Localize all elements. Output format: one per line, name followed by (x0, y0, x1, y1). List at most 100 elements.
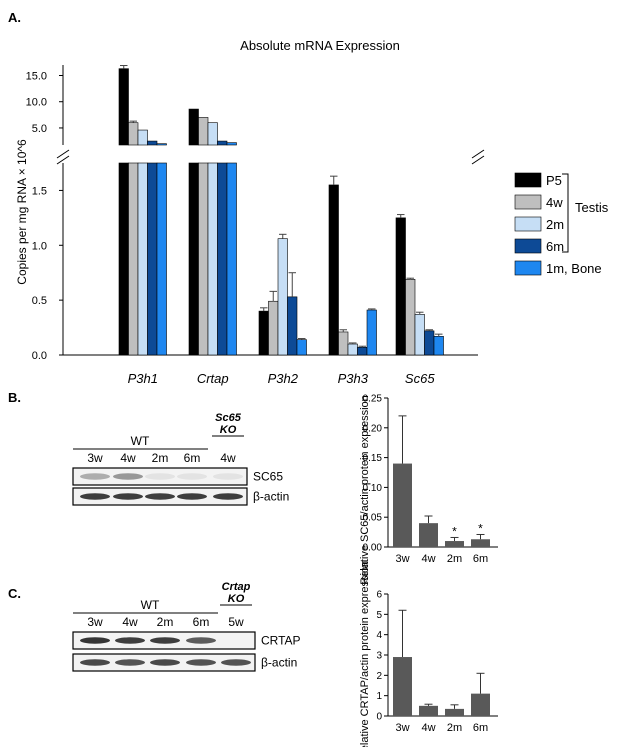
chart-b: 0.00 0.05 0.10 0.15 0.20 0.25 3w 4w 2m * 6m * (363, 394, 498, 565)
bar (226, 142, 237, 146)
y-tick-label: 0.05 (363, 513, 383, 524)
bar (277, 238, 288, 356)
y-tick-label: 15.0 (26, 70, 47, 82)
chart-a: 0.0 0.5 1.0 1.5 5.0 10.0 15.0 P3h1 Crtap P3h2 P3h3… (26, 65, 485, 386)
y-tick-label: 5.0 (32, 123, 47, 135)
x-tick-label: Crtap (197, 371, 229, 386)
blot-lane-label: 2m (157, 615, 174, 629)
bar (347, 343, 358, 356)
bar (137, 129, 148, 146)
bar (471, 539, 490, 547)
x-tick-label: 3w (395, 722, 409, 734)
y-tick-label: 0 (376, 712, 382, 723)
x-tick-label: 3w (395, 553, 409, 565)
blot-band (221, 659, 251, 666)
y-tick-label: 1 (376, 691, 382, 702)
y-tick-label: 0.15 (363, 453, 383, 464)
blot-band (177, 473, 207, 480)
bar (414, 314, 425, 356)
legend-swatch (514, 194, 542, 210)
bar (287, 296, 298, 356)
bar (357, 347, 368, 356)
legend-swatch (514, 172, 542, 188)
panel-label-c: C. (8, 586, 21, 601)
bar (393, 463, 412, 547)
bar (217, 140, 228, 146)
bar (198, 117, 209, 146)
blot-band (177, 493, 207, 500)
y-tick-label: 0.0 (32, 350, 47, 362)
x-tick-label: 4w (421, 553, 435, 565)
blot-band (186, 659, 216, 666)
y-tick-label: 0.10 (363, 483, 383, 494)
bar (268, 300, 279, 356)
x-tick-label: P3h3 (338, 371, 369, 386)
blot-band (80, 473, 110, 480)
y-tick-label: 3 (376, 651, 382, 662)
blot-lane-label: 4w (220, 451, 236, 465)
legend-entry: 4w (546, 195, 563, 210)
y-tick-label: 1.0 (32, 240, 47, 252)
chart-a-ylabel: Copies per mg RNA × 10^6 (15, 139, 29, 285)
bar (328, 184, 339, 356)
bar (217, 162, 228, 356)
blot-strip (72, 467, 248, 486)
bar (147, 162, 158, 356)
y-tick-label: 10.0 (26, 97, 47, 109)
bar (445, 708, 464, 716)
blot-band (145, 473, 175, 480)
bar (338, 331, 349, 356)
bar (147, 140, 158, 146)
chart-c-ylabel: Relative CRTAP/actin protein expression (359, 561, 371, 747)
blot-lane-label: 4w (120, 451, 136, 465)
bar (424, 330, 435, 356)
bar (156, 162, 167, 356)
blot-band (80, 493, 110, 500)
chart-a-legend: P5 4w 2m 6m 1m, Bone (514, 172, 602, 276)
bar (207, 162, 218, 356)
blot-lane-label: 4w (122, 615, 138, 629)
blot-band (115, 659, 145, 666)
y-tick-label: 6 (376, 590, 382, 601)
blot-group-label: WT (131, 434, 150, 448)
legend-swatch (514, 216, 542, 232)
legend-entry: 1m, Bone (546, 261, 602, 276)
blot-ko-label: KO (228, 593, 245, 605)
axis-break-mark (471, 149, 485, 159)
axis-break-mark (56, 155, 70, 165)
y-tick-label: 0.5 (32, 295, 47, 307)
x-tick-label: 2m (447, 722, 462, 734)
y-tick-label: 0.20 (363, 423, 383, 434)
bar (258, 310, 269, 356)
legend-group-label: Testis (575, 200, 609, 215)
x-tick-label: P3h1 (128, 371, 158, 386)
bar (156, 143, 167, 146)
blot-lane-label: 3w (87, 615, 103, 629)
x-tick-label: 6m (473, 553, 488, 565)
blot-band (115, 637, 145, 644)
legend-swatch (514, 260, 542, 276)
x-tick-label: Sc65 (405, 371, 435, 386)
significance-mark: * (452, 524, 457, 538)
y-tick-label: 0.25 (363, 394, 383, 405)
blot-lane-label: 5w (228, 615, 244, 629)
bar (207, 122, 218, 146)
legend-swatch (514, 238, 542, 254)
blot-lane-label: 6m (184, 451, 201, 465)
axis-break-mark (471, 155, 485, 165)
panel-label-a: A. (8, 10, 21, 25)
chart-c: 0 1 2 3 4 5 6 3w 4w 2m 6m (376, 590, 498, 734)
blot-band (150, 637, 180, 644)
blot-band (145, 493, 175, 500)
x-tick-label: 2m (447, 553, 462, 565)
bar (188, 108, 199, 146)
bar (128, 162, 139, 356)
bar (395, 217, 406, 356)
bar (188, 162, 199, 356)
bar (118, 162, 129, 356)
bar (226, 162, 237, 356)
bar (296, 339, 307, 356)
